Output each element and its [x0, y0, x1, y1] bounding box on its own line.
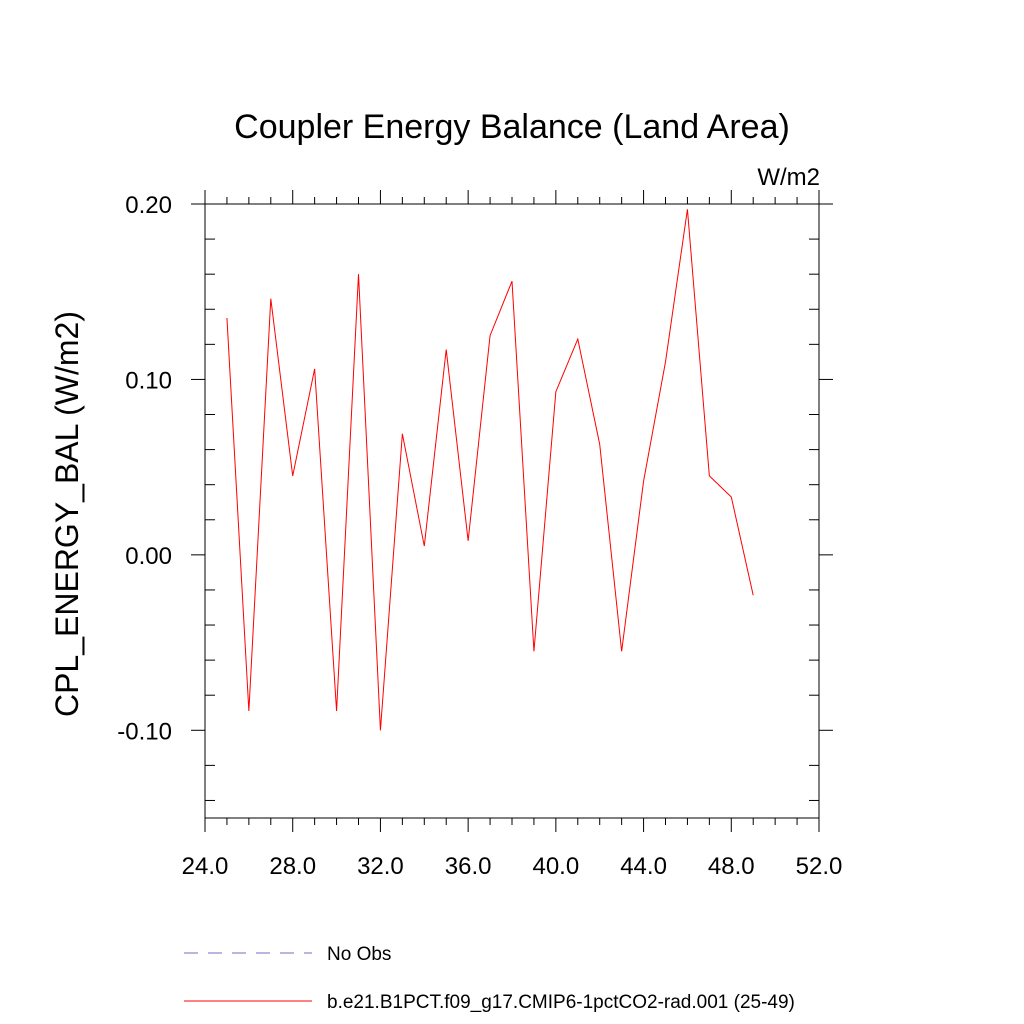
legend-label: b.e21.B1PCT.f09_g17.CMIP6-1pctCO2-rad.00…	[327, 992, 795, 1013]
x-tick-label: 28.0	[269, 853, 316, 880]
axis-ticks	[191, 190, 833, 832]
y-tick-label: -0.10	[117, 718, 172, 745]
x-tick-label: 32.0	[357, 853, 404, 880]
x-tick-label: 52.0	[796, 853, 843, 880]
y-axis-label: CPL_ENERGY_BAL (W/m2)	[49, 311, 85, 717]
x-tick-label: 36.0	[445, 853, 492, 880]
plot-frame	[204, 203, 820, 819]
y-tick-label: 0.10	[125, 367, 172, 394]
series-line	[226, 209, 754, 731]
x-tick-label: 24.0	[182, 853, 229, 880]
chart-title: Coupler Energy Balance (Land Area)	[234, 108, 790, 146]
tick-labels: 24.0 28.0 32.0 36.0 40.0 44.0 48.0 52.0 -0.10 0.0…	[117, 192, 842, 880]
y-tick-label: 0.00	[125, 543, 172, 570]
x-tick-label: 48.0	[708, 853, 755, 880]
series-layer	[226, 209, 754, 731]
x-tick-label: 44.0	[620, 853, 667, 880]
legend-label: No Obs	[327, 944, 391, 965]
legend: No Obs b.e21.B1PCT.f09_g17.CMIP6-1pctCO2-…	[184, 944, 795, 1013]
y-tick-label: 0.20	[125, 192, 172, 219]
units-label: W/m2	[757, 164, 820, 191]
x-tick-label: 40.0	[532, 853, 579, 880]
